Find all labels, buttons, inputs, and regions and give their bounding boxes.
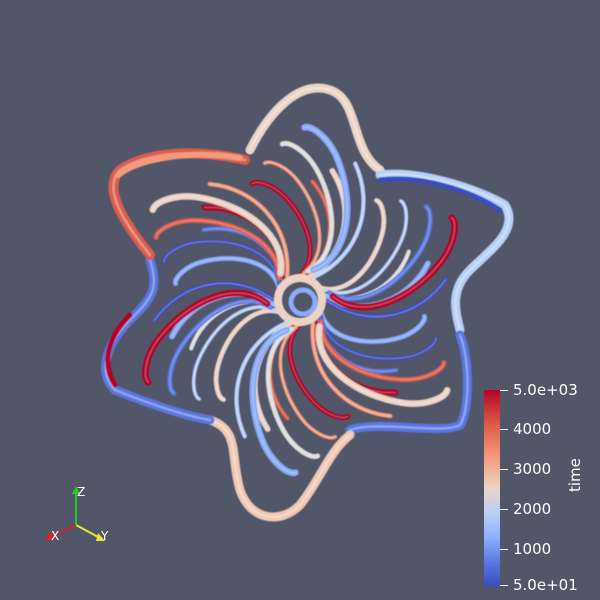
colorbar-title: time — [566, 458, 584, 492]
tube-highlight — [153, 282, 274, 321]
tube-highlight — [289, 323, 349, 418]
colorbar-tick — [500, 585, 508, 586]
streamline-tube — [105, 312, 133, 388]
tube-highlight — [311, 322, 392, 417]
central-vortex-inner — [288, 287, 318, 317]
tube-highlight — [313, 163, 365, 278]
tube-highlight — [320, 311, 425, 343]
tube-highlight — [193, 306, 276, 400]
tube-highlight — [303, 126, 348, 271]
x-axis-arrow — [45, 531, 54, 540]
colorbar-label: 2000 — [513, 500, 552, 518]
streamline-tube — [115, 151, 243, 178]
tube-highlight — [208, 183, 289, 278]
tube-highlight — [320, 320, 445, 381]
central-vortex — [274, 274, 326, 326]
tube-highlight — [267, 328, 319, 458]
tube-highlight — [320, 316, 437, 360]
colorbar-tick — [500, 509, 508, 510]
tube-highlight — [152, 195, 282, 274]
tube-highlight — [175, 257, 280, 289]
colorbar-tick — [500, 429, 508, 430]
tube-highlight — [318, 326, 448, 405]
colorbar-label: 4000 — [513, 420, 552, 438]
z-axis-label: Z — [77, 485, 85, 499]
x-axis-label: X — [51, 529, 59, 543]
streamline-tube — [345, 330, 472, 435]
z-axis-arrow — [72, 486, 80, 494]
colorbar-label-min: 5.0e+01 — [513, 576, 578, 594]
tube-highlight — [163, 240, 280, 284]
tube-highlight — [348, 333, 469, 432]
orientation-axes: Z Y X — [45, 485, 109, 543]
tube-highlight — [279, 326, 336, 439]
colorbar-label: 1000 — [513, 540, 552, 558]
tube-highlight — [155, 219, 280, 280]
tube-highlight — [169, 300, 272, 394]
streamline-tube — [377, 176, 503, 213]
colorbar-gradient — [484, 390, 500, 586]
tube-highlight — [328, 206, 431, 300]
colorbar-tick — [500, 390, 508, 391]
color-legend: 5.0e+03 4000 3000 2000 1000 5.0e+01 time — [482, 382, 600, 600]
tube-highlight — [264, 161, 321, 274]
tube-highlight — [378, 173, 511, 332]
tube-highlight — [215, 310, 280, 401]
tube-highlight — [251, 182, 311, 277]
tube-highlight — [248, 87, 382, 172]
tube-highlight — [324, 200, 407, 294]
tube-highlight — [281, 142, 333, 272]
tube-highlight — [252, 329, 297, 474]
colorbar-tick — [500, 469, 508, 470]
tube-highlight — [332, 217, 456, 308]
tube-highlight — [235, 322, 287, 437]
x-axis-line — [51, 524, 77, 537]
y-axis-line — [75, 524, 101, 539]
colorbar-label-max: 5.0e+03 — [513, 381, 578, 399]
y-axis-arrow — [96, 533, 105, 541]
colorbar-label: 3000 — [513, 460, 552, 478]
tube-highlight — [208, 418, 352, 519]
colorbar-tick — [500, 549, 508, 550]
tube-highlight — [326, 279, 447, 318]
tube-highlight — [320, 199, 385, 290]
y-axis-label: Y — [100, 529, 109, 543]
tube-highlight — [144, 292, 268, 383]
